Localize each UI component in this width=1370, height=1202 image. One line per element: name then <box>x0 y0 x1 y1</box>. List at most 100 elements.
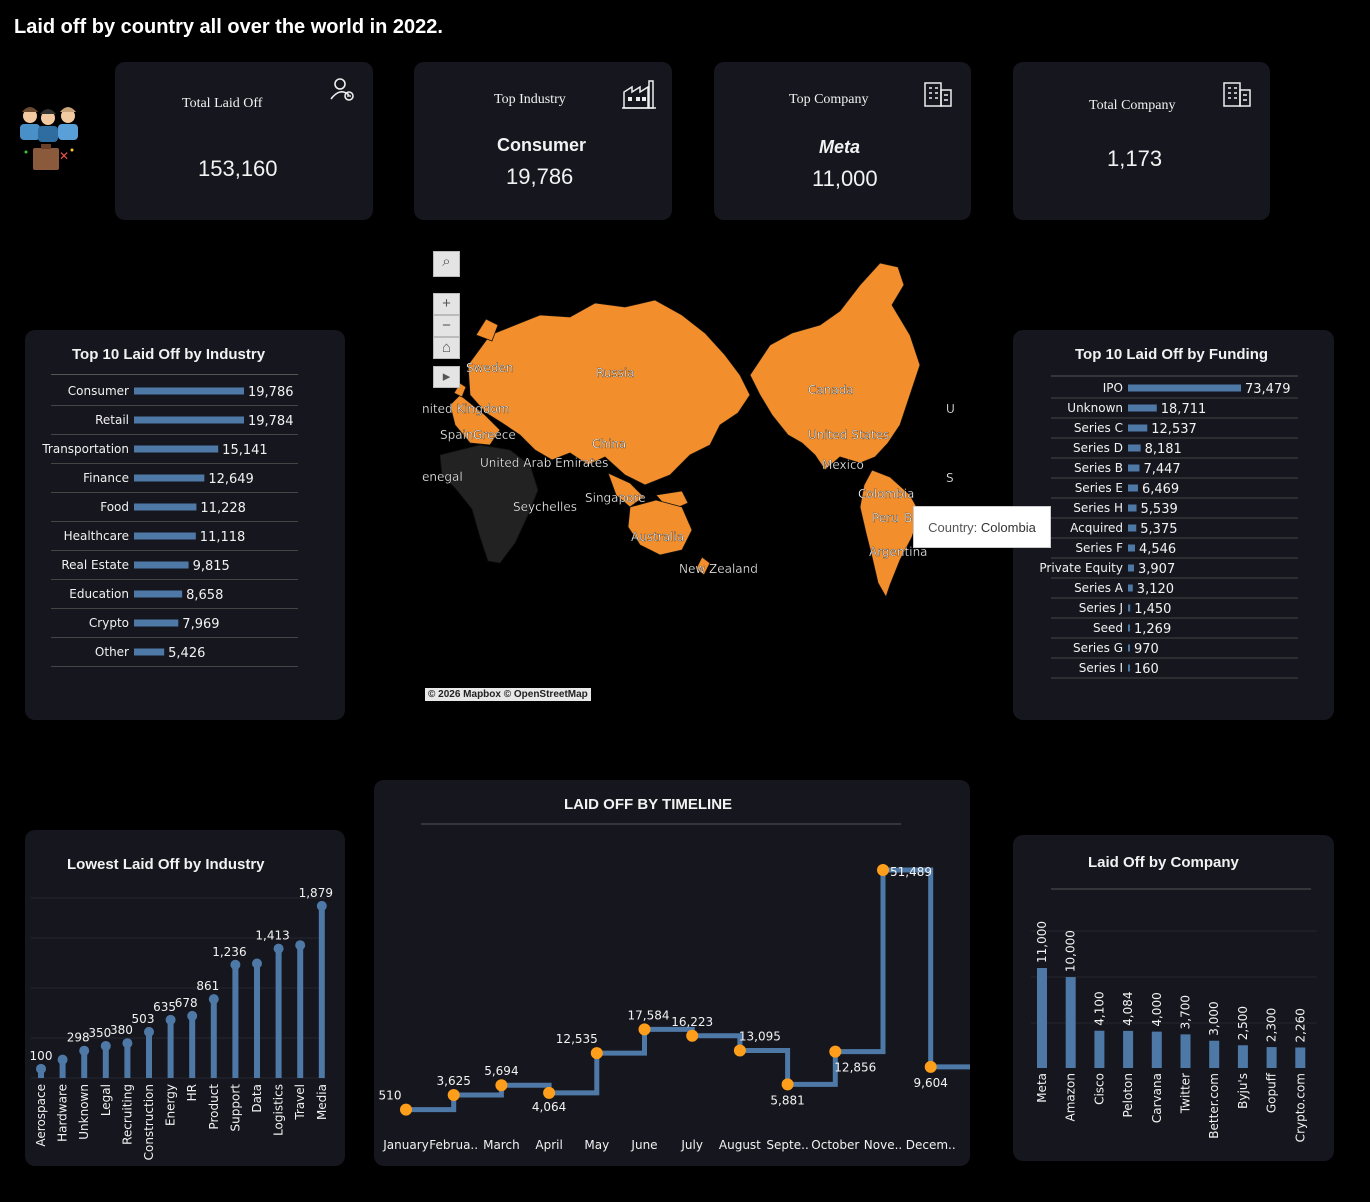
lollipop-head[interactable] <box>208 994 219 1005</box>
kpi-card-top-company: Top Company Meta 11,000 <box>714 62 971 220</box>
lollipop-head[interactable] <box>122 1038 133 1049</box>
timeline-point[interactable] <box>495 1079 508 1092</box>
timeline-point[interactable] <box>829 1045 842 1058</box>
bar[interactable] <box>1128 424 1148 432</box>
timeline-point[interactable] <box>447 1088 460 1101</box>
country-label: nited Kingdom <box>422 402 510 416</box>
lollipop-head[interactable] <box>57 1054 68 1065</box>
kpi-value: 19,786 <box>506 164 574 189</box>
bar[interactable] <box>134 474 205 482</box>
timeline-point[interactable] <box>877 864 889 876</box>
timeline-point[interactable] <box>590 1047 603 1060</box>
map-zoom-in-button[interactable]: + <box>433 293 460 315</box>
lollipop-head[interactable] <box>316 900 327 911</box>
bar[interactable] <box>1128 664 1130 672</box>
country-label: Spain <box>440 428 474 442</box>
category-label: Food <box>100 500 129 514</box>
lollipop-head[interactable] <box>252 958 262 969</box>
map-search-button[interactable]: ⌕ <box>433 251 460 277</box>
lollipop-head[interactable] <box>144 1026 154 1037</box>
value-label: 18,711 <box>1161 402 1207 417</box>
bar[interactable] <box>1128 544 1135 552</box>
search-icon: ⌕ <box>442 253 451 270</box>
bar[interactable] <box>1037 968 1047 1068</box>
map-pan-button[interactable]: ▸ <box>433 366 460 388</box>
landmass[interactable] <box>695 556 711 576</box>
bar[interactable] <box>1128 484 1138 492</box>
bar[interactable] <box>1128 564 1135 572</box>
month-label: Februa.. <box>429 1138 478 1152</box>
category-label: HR <box>185 1084 199 1101</box>
timeline-point[interactable] <box>543 1086 556 1099</box>
landmass[interactable] <box>627 499 693 556</box>
lollipop-head[interactable] <box>100 1040 111 1051</box>
bar[interactable] <box>1128 384 1241 392</box>
category-label: Peloton <box>1121 1073 1135 1118</box>
bar[interactable] <box>1128 624 1130 632</box>
landmass[interactable] <box>467 299 751 486</box>
bar[interactable] <box>1266 1047 1277 1068</box>
bar[interactable] <box>134 503 197 511</box>
landmass[interactable] <box>749 262 921 471</box>
lollipop-head[interactable] <box>79 1045 90 1056</box>
bar[interactable] <box>1151 1031 1162 1068</box>
category-label: Energy <box>164 1084 178 1126</box>
value-label: 19,786 <box>248 385 294 400</box>
bar[interactable] <box>134 416 244 424</box>
bar[interactable] <box>1128 464 1140 472</box>
landmass-oceania[interactable] <box>627 499 711 576</box>
timeline-point[interactable] <box>924 1060 937 1073</box>
lollipop-head[interactable] <box>295 940 306 951</box>
landmass-americas[interactable] <box>749 262 921 598</box>
bar[interactable] <box>1128 644 1130 652</box>
kpi-value: 153,160 <box>198 156 278 181</box>
category-label: Support <box>228 1084 242 1132</box>
country-label: Russia <box>596 366 635 380</box>
bar[interactable] <box>1094 1030 1105 1068</box>
value-label: 380 <box>110 1023 133 1037</box>
landmass[interactable] <box>475 318 499 342</box>
lollipop-head[interactable] <box>273 943 284 954</box>
value-label: 2,300 <box>1265 1008 1279 1042</box>
landmass[interactable] <box>607 472 645 508</box>
bar[interactable] <box>134 532 196 540</box>
lollipop-head[interactable] <box>165 1014 176 1025</box>
bar[interactable] <box>1128 584 1133 592</box>
bar[interactable] <box>1237 1045 1248 1068</box>
bar[interactable] <box>1128 604 1131 612</box>
timeline-panel: LAID OFF BY TIMELINE 510 January 3,625 Febr… <box>374 780 970 1166</box>
map-zoom-out-button[interactable]: − <box>433 315 460 337</box>
bar[interactable] <box>134 561 189 569</box>
timeline-point[interactable] <box>733 1044 746 1057</box>
bar[interactable] <box>134 648 165 656</box>
funding-bar-chart: IPO 73,479 Unknown 18,711 Series C 12,537 Seri… <box>1039 375 1298 679</box>
bar[interactable] <box>1295 1047 1306 1068</box>
timeline-point[interactable] <box>400 1103 412 1116</box>
lollipop-head[interactable] <box>230 959 241 970</box>
landmass-eurasia[interactable] <box>449 299 751 512</box>
timeline-point[interactable] <box>781 1078 794 1091</box>
bar[interactable] <box>1128 404 1157 412</box>
bar[interactable] <box>134 387 244 395</box>
bar[interactable] <box>1180 1034 1191 1068</box>
category-label: Twitter <box>1179 1073 1193 1114</box>
bar[interactable] <box>1128 444 1141 452</box>
bar[interactable] <box>1065 977 1076 1068</box>
bar[interactable] <box>1209 1040 1220 1068</box>
timeline-point[interactable] <box>686 1029 699 1042</box>
timeline-point[interactable] <box>638 1023 651 1036</box>
value-label: 2,260 <box>1293 1008 1307 1042</box>
bar[interactable] <box>134 445 219 453</box>
landmass[interactable] <box>449 394 501 446</box>
lollipop-head[interactable] <box>187 1010 198 1021</box>
lollipop-head[interactable] <box>36 1063 46 1074</box>
bar[interactable] <box>1128 524 1137 532</box>
bar[interactable] <box>1128 504 1137 512</box>
value-label: 4,064 <box>532 1100 566 1114</box>
bar[interactable] <box>1123 1030 1134 1068</box>
bar[interactable] <box>134 619 179 627</box>
bar[interactable] <box>134 590 183 598</box>
landmass[interactable] <box>859 469 921 598</box>
map-home-button[interactable]: ⌂ <box>433 337 460 359</box>
world-map[interactable]: Sweden Russia Canada nited Kingdom Spain Gree… <box>420 245 960 685</box>
